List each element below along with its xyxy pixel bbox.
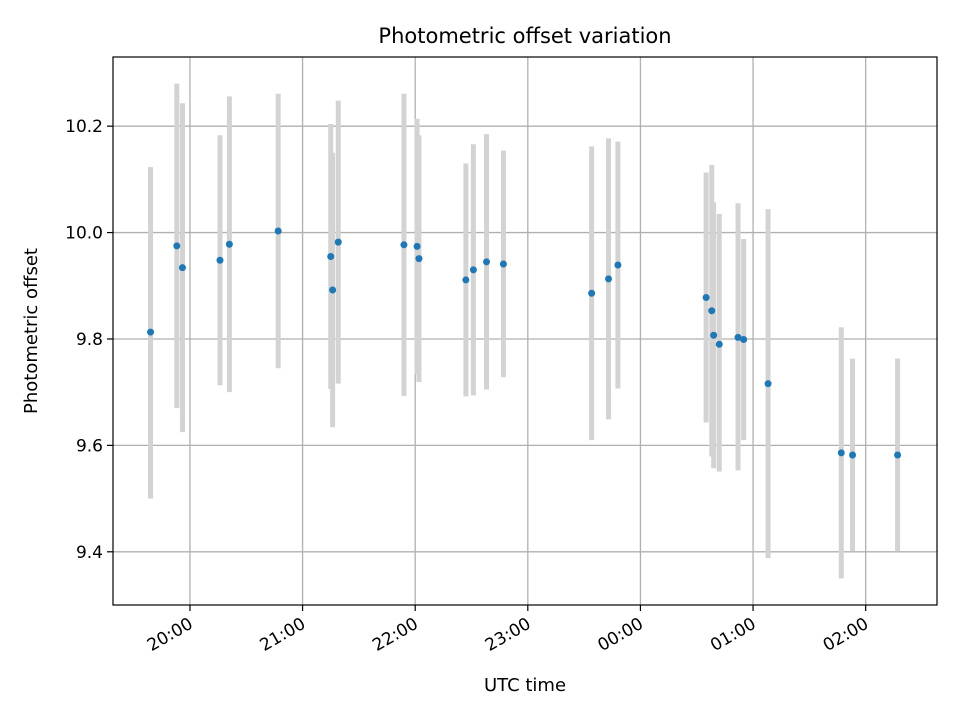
data-point bbox=[178, 264, 186, 272]
data-point bbox=[614, 261, 622, 269]
data-point bbox=[216, 256, 224, 264]
data-points bbox=[147, 227, 902, 459]
data-point bbox=[710, 331, 718, 339]
data-point bbox=[894, 451, 902, 459]
y-axis-label: Photometric offset bbox=[21, 248, 42, 414]
data-point bbox=[225, 240, 233, 248]
data-point bbox=[708, 307, 716, 315]
data-point bbox=[715, 340, 723, 348]
data-point bbox=[147, 328, 155, 336]
data-point bbox=[740, 336, 748, 344]
data-point bbox=[469, 266, 477, 274]
data-point bbox=[173, 242, 181, 250]
data-point bbox=[415, 255, 423, 263]
data-point bbox=[734, 333, 742, 341]
data-point bbox=[588, 289, 596, 297]
data-point bbox=[329, 286, 337, 294]
y-tick-label: 10.0 bbox=[65, 224, 103, 244]
plot-frame bbox=[112, 56, 938, 606]
data-point bbox=[483, 258, 491, 266]
chart-title: Photometric offset variation bbox=[378, 24, 671, 48]
y-tick-label: 9.6 bbox=[76, 436, 103, 456]
data-point bbox=[274, 227, 282, 235]
y-tick-label: 9.8 bbox=[76, 330, 103, 350]
data-point bbox=[764, 380, 772, 388]
y-tick-label: 9.4 bbox=[76, 543, 103, 563]
data-point bbox=[849, 451, 857, 459]
data-point bbox=[462, 276, 470, 284]
data-point bbox=[702, 293, 710, 301]
data-point bbox=[605, 275, 613, 283]
data-point bbox=[334, 238, 342, 246]
data-point bbox=[499, 260, 507, 268]
y-tick-label: 10.2 bbox=[65, 117, 103, 137]
data-point bbox=[327, 253, 335, 261]
x-axis-label: UTC time bbox=[484, 675, 566, 696]
data-point bbox=[400, 241, 408, 249]
data-point bbox=[837, 449, 845, 457]
data-point bbox=[413, 242, 421, 250]
